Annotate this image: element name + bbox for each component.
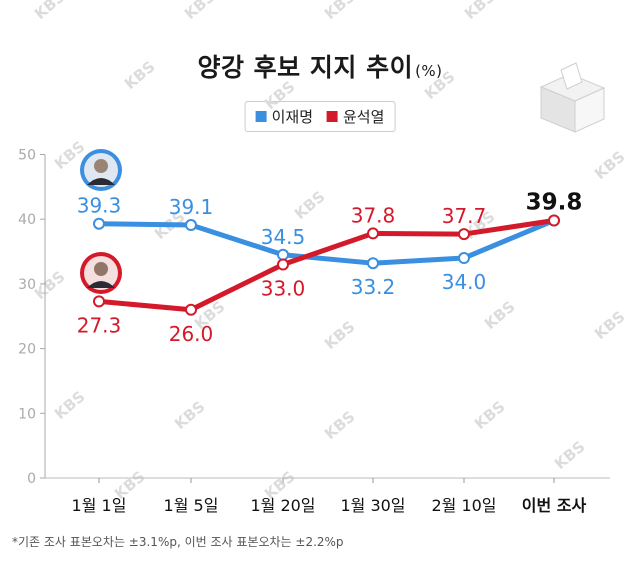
legend-swatch-lee: [255, 111, 267, 122]
ballot-box-icon: [539, 62, 606, 133]
avatar-yoon: [80, 252, 122, 294]
data-labels: 39.3 39.1 34.5 33.2 34.0 39.8 27.3 26.0 33.0 37.8…: [77, 189, 583, 345]
watermark-text: KBS: [51, 388, 89, 424]
data-point-0: [185, 219, 197, 232]
watermark-text: KBS: [31, 0, 69, 23]
y-tick-label: 30: [18, 277, 36, 293]
x-tick-label: 이번 조사: [522, 496, 587, 515]
y-tick-label: 10: [18, 406, 36, 422]
watermark-text: KBS: [321, 408, 359, 444]
data-label-lee: 39.8: [526, 189, 583, 215]
watermark-text: KBS: [591, 148, 629, 184]
series-line-0: [96, 217, 557, 266]
watermark-text: KBS: [591, 308, 629, 344]
avatar-lee: [80, 149, 122, 191]
watermark-text: KBS: [321, 0, 359, 23]
data-point-1: [277, 258, 289, 271]
data-label-yoon: 37.8: [351, 203, 396, 227]
legend: 이재명 윤석열: [244, 101, 396, 132]
series-line-1: [96, 217, 557, 313]
watermark-text: KBS: [261, 78, 299, 114]
watermark-layer: KBS KBS KBS KBS KBS KBS KBS KBS KBS KBS KBS KBS KBS K…: [31, 0, 629, 503]
title-unit: (%): [415, 62, 443, 80]
data-point-1: [367, 227, 379, 240]
series-layer: [93, 214, 560, 316]
y-tick-label: 20: [18, 342, 36, 358]
watermark-text: KBS: [551, 438, 589, 474]
data-label-lee: 34.5: [261, 225, 306, 249]
data-label-yoon: 37.7: [442, 204, 487, 228]
data-point-0: [277, 248, 289, 261]
data-point-0: [458, 252, 470, 265]
data-label-yoon: 27.3: [77, 313, 122, 337]
data-label-yoon: 26.0: [169, 322, 214, 346]
x-tick-label: 1월 30일: [340, 496, 405, 515]
data-point-1: [548, 214, 560, 227]
watermark-text: KBS: [171, 398, 209, 434]
watermark-text: KBS: [291, 188, 329, 224]
watermark-text: KBS: [461, 0, 499, 23]
watermark-text: KBS: [121, 58, 159, 94]
x-tick-label: 2월 10일: [431, 496, 496, 515]
data-label-lee: 34.0: [442, 270, 487, 294]
legend-item-yoon: 윤석열: [327, 106, 384, 127]
watermark-text: KBS: [421, 68, 459, 104]
data-label-lee: 39.3: [77, 194, 122, 218]
data-point-1: [93, 295, 105, 308]
y-tick-label: 50: [18, 148, 36, 164]
legend-swatch-yoon: [327, 111, 338, 122]
x-axis: 1월 1일 1월 5일 1월 20일 1월 30일 2월 10일 이번 조사: [45, 477, 610, 515]
legend-label-lee: 이재명: [271, 108, 313, 126]
y-tick-label: 40: [18, 212, 36, 228]
watermark-text: KBS: [321, 318, 359, 354]
data-point-0: [93, 217, 105, 230]
legend-item-lee: 이재명: [255, 106, 313, 127]
title-text: 양강 후보 지지 추이: [197, 53, 414, 82]
x-tick-label: 1월 20일: [250, 496, 315, 515]
data-point-1: [185, 303, 197, 316]
chart-title: 양강 후보 지지 추이 (%): [0, 48, 640, 84]
y-axis: 0 10 20 30 40 50: [18, 148, 46, 487]
data-point-1: [458, 228, 470, 241]
y-tick-label: 0: [27, 471, 36, 487]
watermark-text: KBS: [181, 0, 219, 23]
data-label-lee: 39.1: [169, 195, 214, 219]
x-tick-label: 1월 1일: [72, 496, 127, 515]
watermark-text: KBS: [31, 268, 69, 304]
data-label-yoon: 33.0: [261, 276, 306, 300]
footnote: *기존 조사 표본오차는 ±3.1%p, 이번 조사 표본오차는 ±2.2%p: [12, 535, 344, 549]
x-tick-label: 1월 5일: [164, 496, 219, 515]
watermark-text: KBS: [481, 298, 519, 334]
data-point-0: [367, 257, 379, 270]
legend-label-yoon: 윤석열: [343, 108, 385, 126]
watermark-text: KBS: [471, 398, 509, 434]
data-label-lee: 33.2: [351, 275, 396, 299]
